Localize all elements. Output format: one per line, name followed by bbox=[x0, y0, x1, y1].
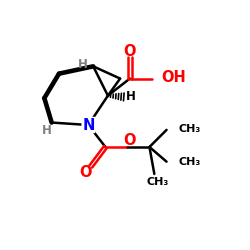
Text: H: H bbox=[126, 90, 136, 103]
Text: N: N bbox=[82, 118, 94, 132]
Text: CH₃: CH₃ bbox=[179, 157, 201, 167]
Text: OH: OH bbox=[161, 70, 186, 85]
Text: O: O bbox=[124, 44, 136, 59]
Text: O: O bbox=[79, 165, 92, 180]
Text: H: H bbox=[78, 58, 88, 71]
Text: CH₃: CH₃ bbox=[179, 124, 201, 134]
Text: O: O bbox=[124, 133, 136, 148]
Text: CH₃: CH₃ bbox=[146, 178, 169, 188]
Text: H: H bbox=[42, 124, 52, 137]
